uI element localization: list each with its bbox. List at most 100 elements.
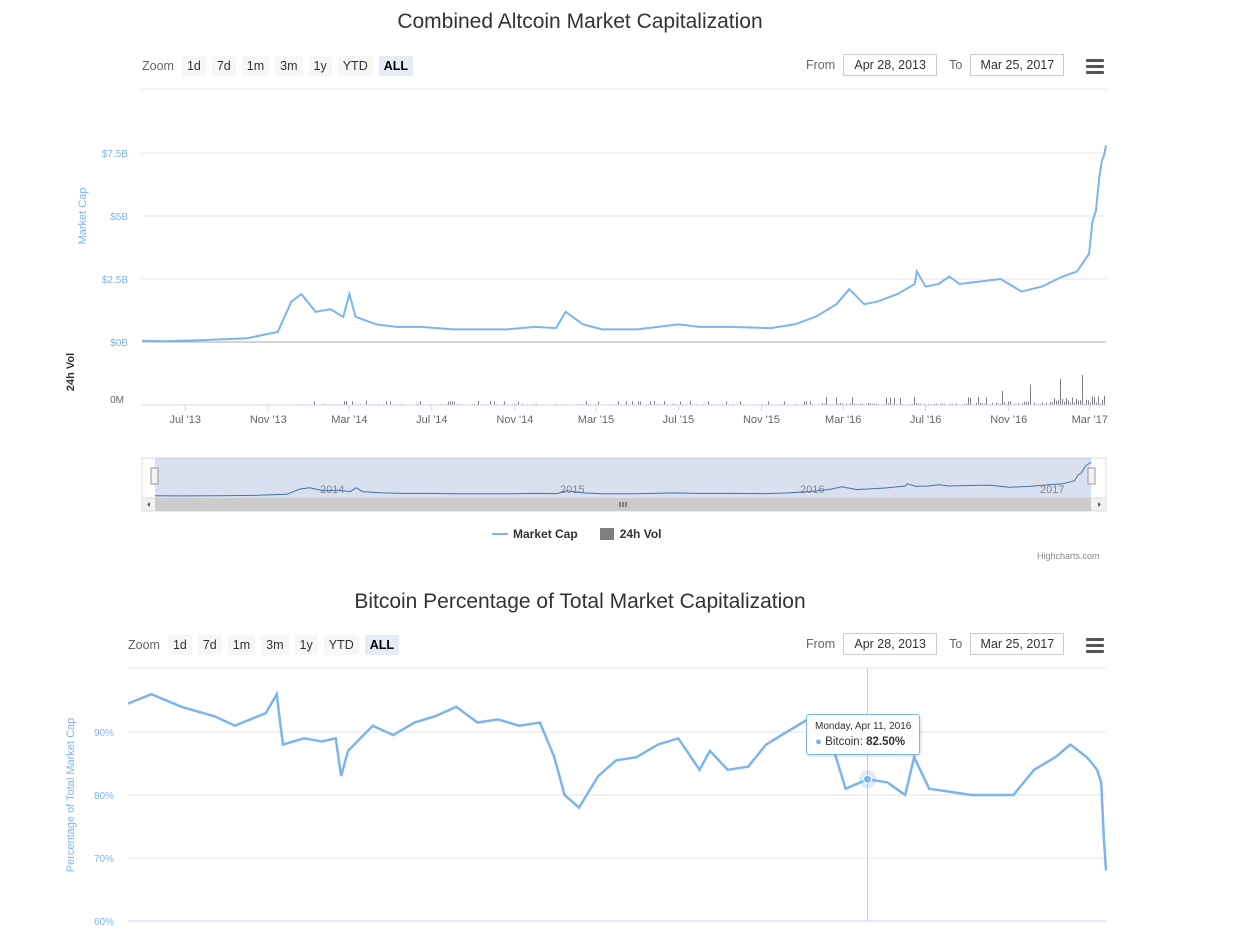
vol-bar: [900, 397, 901, 405]
tooltip-row: ● Bitcoin: 82.50%: [815, 736, 906, 748]
vol-bar: [860, 403, 861, 405]
to-date-input[interactable]: Mar 25, 2017: [970, 633, 1065, 655]
y-tick-label: 90%: [94, 728, 114, 739]
vol-bar: [1018, 403, 1019, 405]
zoom-1m-button[interactable]: 1m: [241, 56, 270, 76]
vol-bar: [924, 403, 925, 405]
vol-bar: [824, 403, 825, 405]
from-label: From: [806, 637, 836, 651]
vol-bar: [740, 401, 741, 405]
vol-bar: [448, 401, 449, 405]
x-tick-label: Jul '16: [910, 414, 941, 426]
legend-item-24h-vol[interactable]: 24h Vol: [599, 527, 661, 541]
zoom-1d-button[interactable]: 1d: [167, 635, 192, 655]
to-date-input[interactable]: Mar 25, 2017: [970, 54, 1065, 76]
y-tick-label: 60%: [94, 917, 114, 928]
vol-bar: [664, 401, 665, 405]
vol-bar: [690, 401, 691, 405]
zoom-7d-button[interactable]: 7d: [197, 635, 222, 655]
vol-bar: [632, 401, 633, 405]
vol-bar: [842, 403, 843, 405]
vol-bar: [1062, 398, 1063, 405]
navigator-right-handle[interactable]: [1087, 467, 1096, 485]
vol-bar: [1052, 402, 1053, 405]
vol-bar: [1092, 396, 1093, 405]
vol-bar: [892, 403, 893, 405]
zoom-1y-button[interactable]: 1y: [294, 635, 318, 655]
vol-bar: [980, 402, 981, 405]
vol-bar: [726, 401, 727, 405]
vol-bar: [1054, 398, 1055, 405]
vol-bar: [1014, 403, 1015, 405]
vol-bar: [914, 397, 915, 405]
vol-bar: [490, 401, 491, 405]
zoom-7d-button[interactable]: 7d: [211, 56, 236, 76]
credits-link[interactable]: Highcharts.com: [1037, 551, 1100, 561]
vol-bar: [1102, 399, 1103, 405]
navigator[interactable]: 2014 2015 2016 2017: [141, 457, 1107, 512]
vol-bar: [1030, 384, 1031, 405]
vol-bar: [978, 397, 979, 405]
x-tick-label: Jul '14: [416, 414, 447, 426]
to-label: To: [949, 637, 963, 651]
vol-bar: [654, 401, 655, 405]
vol-bar: [1046, 402, 1047, 405]
vol-bar: [586, 401, 587, 405]
square-swatch-icon: [599, 528, 614, 540]
date-range: From Apr 28, 2013 To Mar 25, 2017: [806, 54, 1076, 76]
zoom-ytd-button[interactable]: YTD: [323, 635, 359, 655]
hamburger-menu-icon[interactable]: [1086, 638, 1104, 654]
vol-bar: [1088, 400, 1089, 405]
vol-bar: [970, 398, 971, 405]
vol-bar: [928, 403, 929, 405]
zoom-3m-button[interactable]: 3m: [275, 56, 303, 76]
vol-bar: [1026, 401, 1027, 405]
vol-bar: [940, 403, 941, 405]
vol-bar: [386, 401, 387, 405]
vol-bar: [1072, 397, 1073, 405]
x-tick-label: Nov '16: [990, 414, 1027, 426]
scroll-right-arrow-icon[interactable]: [1098, 502, 1101, 507]
vol-bar: [888, 403, 889, 405]
from-date-input[interactable]: Apr 28, 2013: [843, 633, 938, 655]
zoom-ytd-button[interactable]: YTD: [337, 56, 373, 76]
hamburger-menu-icon[interactable]: [1086, 59, 1104, 75]
vol-bar: [598, 401, 599, 405]
navigator-left-handle[interactable]: [150, 467, 159, 485]
vol-bar: [1104, 395, 1105, 405]
zoom-all-button[interactable]: ALL: [378, 56, 414, 76]
zoom-all-button[interactable]: ALL: [364, 635, 400, 655]
scroll-left-arrow-icon[interactable]: [147, 502, 150, 507]
hover-point-marker[interactable]: [862, 774, 872, 784]
vol-bar: [982, 403, 983, 405]
line-swatch-icon: [492, 533, 508, 535]
vol-bar: [626, 401, 627, 405]
zoom-3m-button[interactable]: 3m: [261, 635, 289, 655]
range-selector: Zoom 1d 7d 1m 3m 1y YTD ALL: [128, 635, 405, 655]
vol-bar: [1100, 403, 1101, 405]
zoom-1m-button[interactable]: 1m: [227, 635, 256, 655]
y-tick-label: 80%: [94, 791, 114, 802]
y-tick-label: $7.5B: [102, 149, 128, 160]
vol-bar: [1040, 403, 1041, 405]
vol-bar: [454, 401, 455, 405]
navigator-year-label: 2017: [1040, 484, 1064, 496]
vol-bar: [494, 401, 495, 405]
x-tick-label: Jul '13: [170, 414, 201, 426]
vol-bar: [768, 401, 769, 405]
zoom-1y-button[interactable]: 1y: [308, 56, 332, 76]
vol-bar: [806, 401, 807, 405]
x-tick-label: Mar '17: [1072, 414, 1108, 426]
chart-title: Bitcoin Percentage of Total Market Capit…: [354, 590, 806, 613]
market-cap-series-line: [141, 145, 1107, 343]
vol-bar: [872, 403, 873, 405]
vol-bar: [1096, 402, 1097, 405]
tooltip-series-name: Bitcoin: [825, 736, 860, 748]
from-date-input[interactable]: Apr 28, 2013: [843, 54, 938, 76]
vol-bar: [1028, 401, 1029, 405]
zoom-1d-button[interactable]: 1d: [181, 56, 206, 76]
vol-bar: [450, 401, 451, 405]
vol-bar: [640, 401, 641, 405]
legend-item-market-cap[interactable]: Market Cap: [492, 527, 578, 541]
vol-bar: [1034, 402, 1035, 405]
